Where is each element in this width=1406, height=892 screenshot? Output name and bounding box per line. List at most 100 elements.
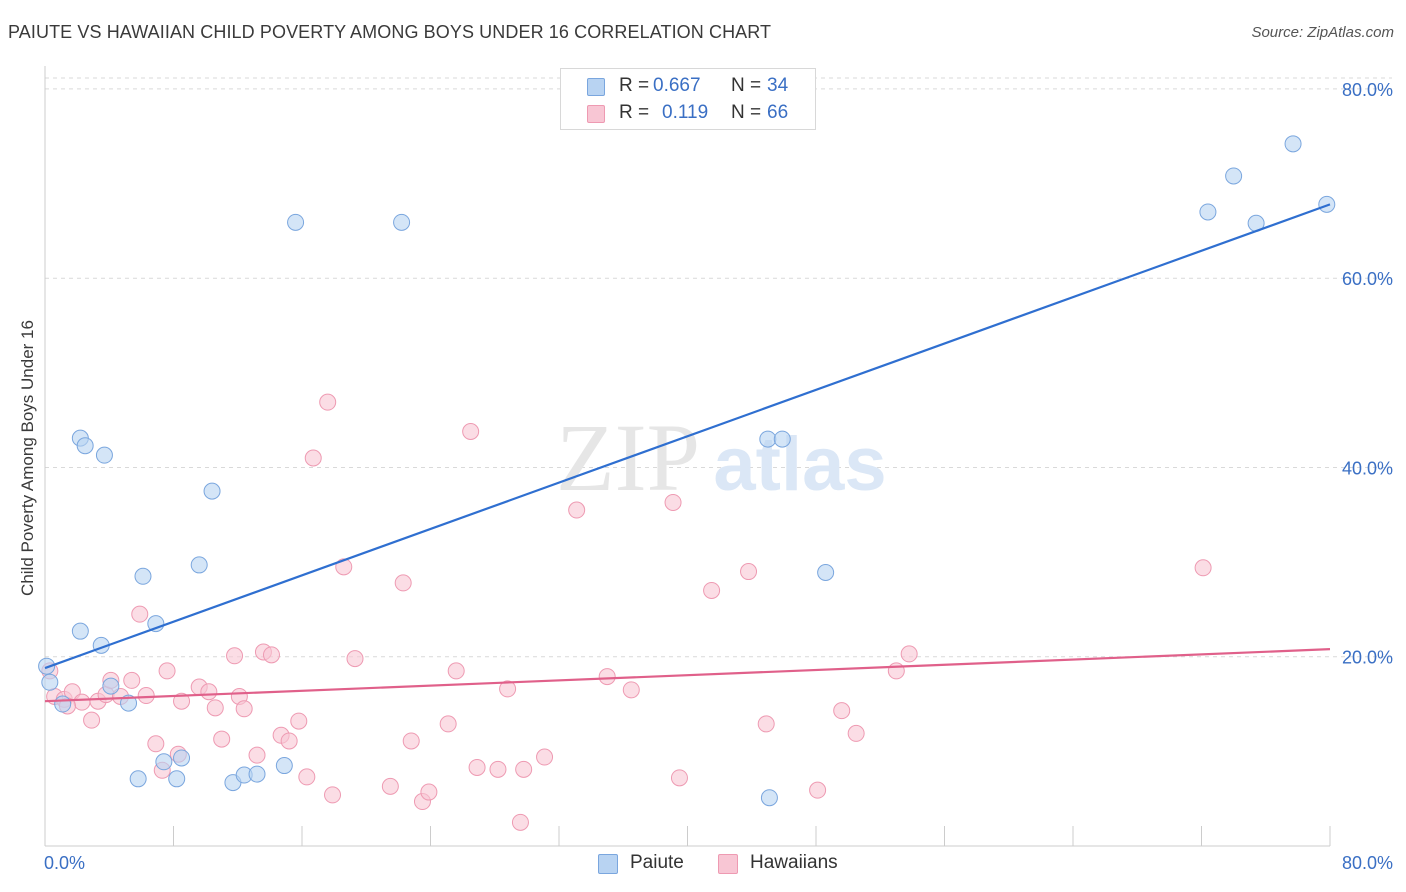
paiute-point [173, 749, 191, 767]
chart-title: PAIUTE VS HAWAIIAN CHILD POVERTY AMONG B… [8, 22, 772, 42]
paiute-point [120, 694, 138, 712]
paiute-point [275, 757, 293, 775]
hawaiians-point [757, 715, 775, 733]
paiute-point [71, 622, 89, 640]
hawaiians-point [833, 702, 851, 720]
hawaiians-point [73, 693, 91, 711]
paiute-point [155, 753, 173, 771]
paiute-point [41, 673, 59, 691]
source-label: Source: ZipAtlas.com [1251, 24, 1394, 41]
paiute-point [773, 430, 791, 448]
paiute-trend-line [44, 203, 1331, 670]
hawaiians-point [462, 423, 480, 441]
hawaiians-legend-swatch [718, 854, 738, 874]
hawaiians-point [420, 783, 438, 801]
paiute-legend-label: Paiute [630, 852, 684, 873]
paiute-point [393, 213, 411, 231]
paiute-point [1199, 203, 1217, 221]
paiute-n-value: 34 [767, 75, 789, 96]
correlation-legend: R = 0.667 N = 34 R = 0.119 N = 66 [560, 68, 816, 130]
hawaiians-point [304, 449, 322, 467]
hawaiians-swatch [587, 105, 605, 123]
hawaiians-point [131, 605, 149, 623]
hawaiians-point [394, 574, 412, 592]
hawaiians-point [280, 732, 298, 750]
y-tick-label: 20.0% [1342, 648, 1393, 668]
grid [45, 77, 1392, 658]
hawaiians-point [1194, 559, 1212, 577]
hawaiians-point [887, 662, 905, 680]
n-label: N = [731, 102, 762, 123]
paiute-point [129, 770, 147, 788]
hawaiians-point [402, 732, 420, 750]
hawaiians-point [173, 692, 191, 710]
paiute-point [134, 567, 152, 585]
hawaiians-point [489, 760, 507, 778]
hawaiians-point [499, 680, 517, 698]
hawaiians-legend-label: Hawaiians [750, 852, 838, 873]
paiute-point [38, 657, 56, 675]
x-tick-label-max: 80.0% [1342, 853, 1393, 873]
hawaiians-point [515, 760, 533, 778]
y-tick-label: 80.0% [1342, 80, 1393, 100]
paiute-point [76, 437, 94, 455]
hawaiians-point [664, 493, 682, 511]
hawaiians-point [137, 687, 155, 705]
x-tick-label-min: 0.0% [44, 853, 85, 873]
hawaiians-point [568, 501, 586, 519]
paiute-point [760, 789, 778, 807]
paiute-point [1225, 167, 1243, 185]
paiute-legend-swatch [598, 854, 618, 874]
paiute-point [203, 482, 221, 500]
hawaiians-point [346, 650, 364, 668]
hawaiians-point [809, 781, 827, 799]
hawaiians-point [324, 786, 342, 804]
hawaiians-trend-line [44, 648, 1331, 703]
hawaiians-point [83, 711, 101, 729]
tick-labels: 20.0% 40.0% 60.0% 80.0% 0.0% 80.0% [44, 80, 1393, 873]
hawaiians-n-value: 66 [767, 102, 789, 123]
hawaiians-point [703, 581, 721, 599]
paiute-point [287, 213, 305, 231]
hawaiians-point [147, 735, 165, 753]
hawaiians-point [381, 777, 399, 795]
paiute-point [817, 564, 835, 582]
hawaiians-point [740, 563, 758, 581]
hawaiians-point [439, 715, 457, 733]
paiute-r-value: 0.667 [653, 75, 701, 96]
hawaiians-point [206, 699, 224, 717]
hawaiians-point [290, 712, 308, 730]
hawaiians-point [511, 813, 529, 831]
hawaiians-r-value: 0.119 [662, 102, 709, 123]
hawaiians-point [622, 681, 640, 699]
hawaiians-point [123, 671, 141, 689]
hawaiians-point [536, 748, 554, 766]
watermark-atlas: atlas [713, 422, 886, 507]
paiute-point [168, 770, 186, 788]
hawaiians-point [598, 668, 616, 686]
hawaiians-point [235, 700, 253, 718]
y-tick-label: 40.0% [1342, 458, 1393, 478]
paiute-point [54, 695, 72, 713]
axes [44, 66, 1331, 847]
hawaiians-point [262, 646, 280, 664]
trend-lines [44, 203, 1331, 703]
n-label: N = [731, 75, 762, 96]
paiute-point [759, 430, 777, 448]
hawaiians-point [226, 647, 244, 665]
hawaiians-point [213, 730, 231, 748]
y-tick-label: 60.0% [1342, 269, 1393, 289]
hawaiians-point [319, 393, 337, 411]
paiute-point [1284, 135, 1302, 153]
hawaiians-point [200, 683, 218, 701]
hawaiians-point [847, 724, 865, 742]
paiute-point [190, 556, 208, 574]
paiute-series [38, 76, 1336, 807]
paiute-point [102, 677, 120, 695]
hawaiians-point [298, 768, 316, 786]
paiute-swatch [587, 78, 605, 96]
hawaiians-point [158, 662, 176, 680]
hawaiians-point [447, 662, 465, 680]
paiute-point [248, 765, 266, 783]
